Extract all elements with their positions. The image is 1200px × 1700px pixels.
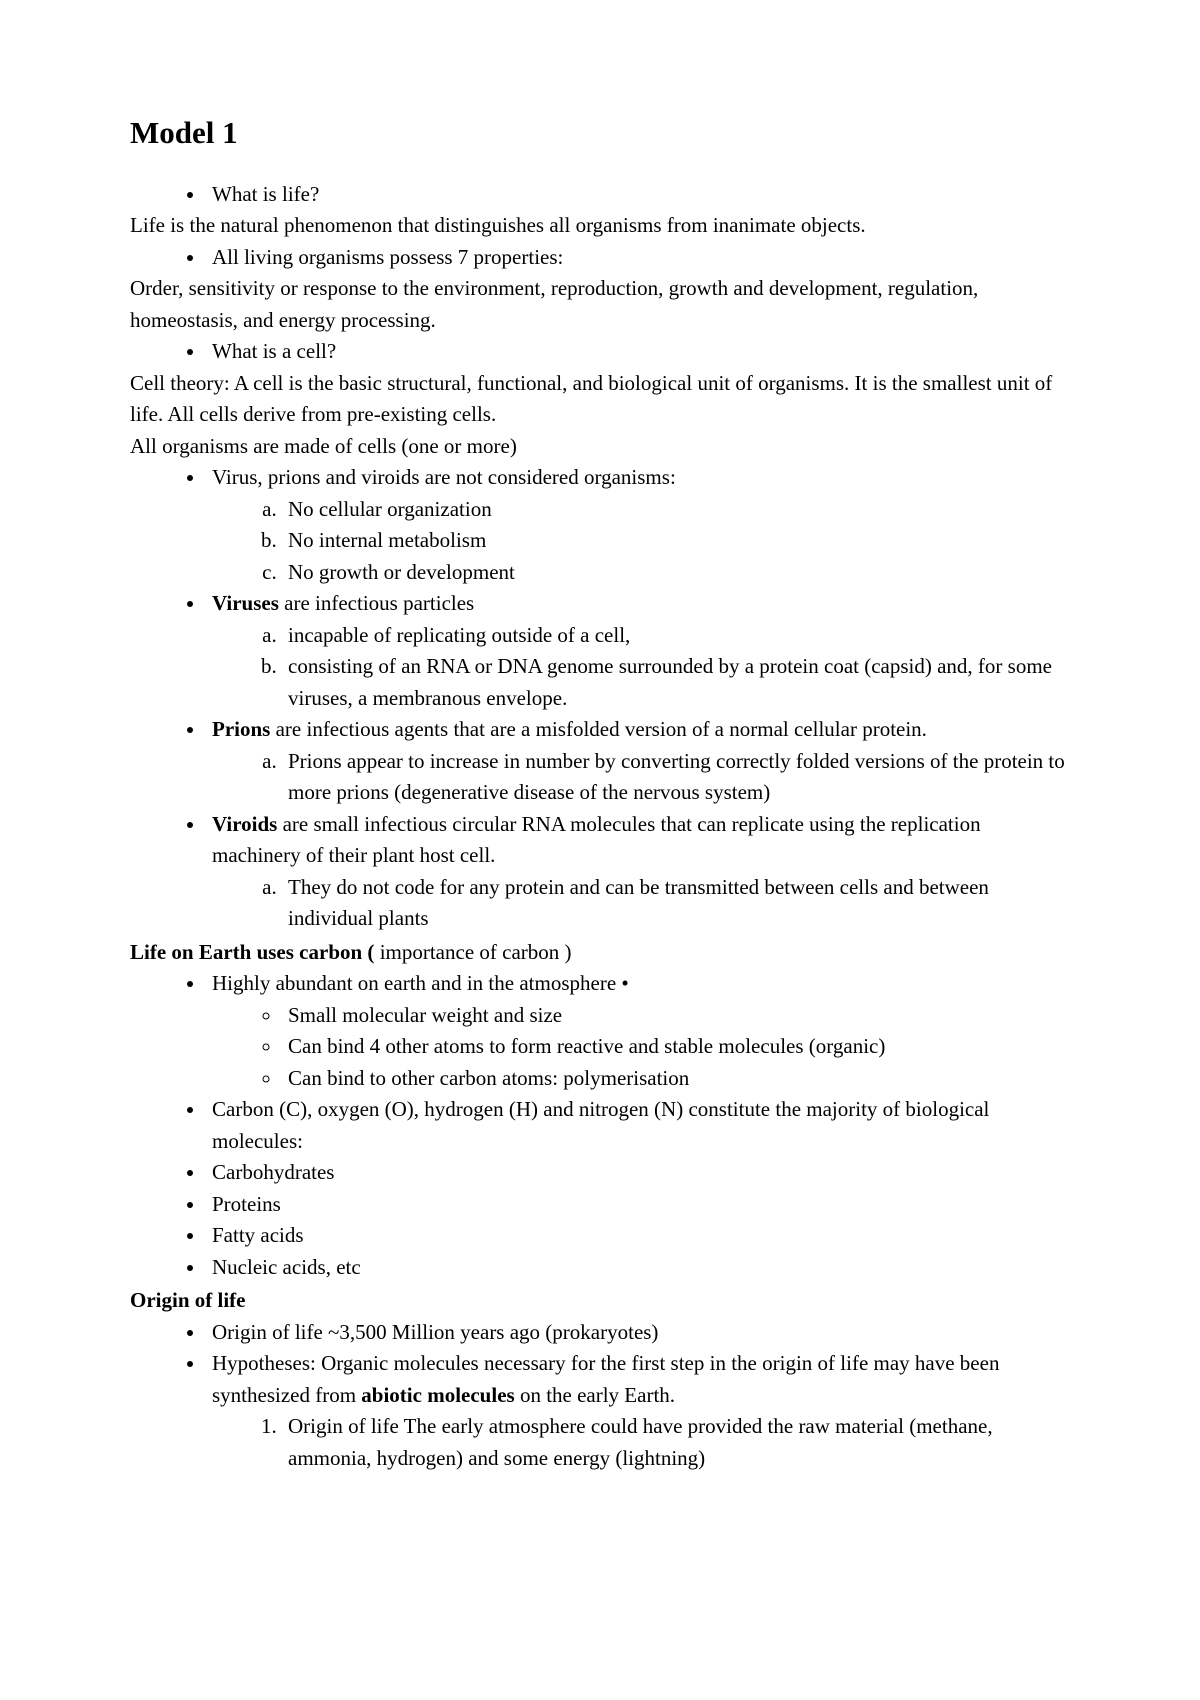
bullet-list: Prions are infectious agents that are a …: [130, 714, 1070, 746]
bullet-list: What is a cell?: [130, 336, 1070, 368]
bullet-list: Viruses are infectious particles: [130, 588, 1070, 620]
list-item: Can bind 4 other atoms to form reactive …: [282, 1031, 1070, 1063]
prions-rest: are infectious agents that are a misfold…: [270, 717, 927, 741]
life-definition: Life is the natural phenomenon that dist…: [130, 210, 1070, 242]
list-item: No growth or development: [282, 557, 1070, 589]
list-item: No cellular organization: [282, 494, 1070, 526]
bio-nucleic-acids: Nucleic acids, etc: [206, 1252, 1070, 1284]
carbon-sub-list: Small molecular weight and size Can bind…: [206, 1000, 1070, 1095]
carbon-heading: Life on Earth uses carbon ( importance o…: [130, 937, 1070, 969]
list-item: Can bind to other carbon atoms: polymeri…: [282, 1063, 1070, 1095]
prions-bold: Prions: [212, 717, 270, 741]
cell-theory: Cell theory: A cell is the basic structu…: [130, 368, 1070, 431]
props7-body: Order, sensitivity or response to the en…: [130, 273, 1070, 336]
list-item: Small molecular weight and size: [282, 1000, 1070, 1032]
viruses-bold: Viruses: [212, 591, 279, 615]
props7-label: All living organisms possess 7 propertie…: [206, 242, 1070, 274]
bio-proteins: Proteins: [206, 1189, 1070, 1221]
q-cell: What is a cell?: [206, 336, 1070, 368]
list-item: consisting of an RNA or DNA genome surro…: [282, 651, 1070, 714]
viroids-label: Viroids are small infectious circular RN…: [206, 809, 1070, 872]
list-item: incapable of replicating outside of a ce…: [282, 620, 1070, 652]
q-life: What is life?: [206, 179, 1070, 211]
carbon-heading-bold: Life on Earth uses carbon (: [130, 940, 374, 964]
list-item: Prions appear to increase in number by c…: [282, 746, 1070, 809]
bio-fatty-acids: Fatty acids: [206, 1220, 1070, 1252]
cohn: Carbon (C), oxygen (O), hydrogen (H) and…: [206, 1094, 1070, 1157]
list-item: They do not code for any protein and can…: [282, 872, 1070, 935]
bullet-list: Viroids are small infectious circular RN…: [130, 809, 1070, 872]
viruses-list: incapable of replicating outside of a ce…: [206, 620, 1070, 715]
viruses-label: Viruses are infectious particles: [206, 588, 1070, 620]
origin-heading: Origin of life: [130, 1285, 1070, 1317]
origin-2: Hypotheses: Organic molecules necessary …: [206, 1348, 1070, 1411]
prions-list: Prions appear to increase in number by c…: [206, 746, 1070, 809]
origin-2-post: on the early Earth.: [515, 1383, 675, 1407]
not-orgs-label: Virus, prions and viroids are not consid…: [206, 462, 1070, 494]
viroids-rest: are small infectious circular RNA molecu…: [212, 812, 981, 868]
cell-all-orgs: All organisms are made of cells (one or …: [130, 431, 1070, 463]
carbon-heading-rest: importance of carbon ): [374, 940, 571, 964]
doc-title: Model 1: [130, 110, 1070, 157]
list-item: Origin of life The early atmosphere coul…: [282, 1411, 1070, 1474]
not-orgs-list: No cellular organization No internal met…: [206, 494, 1070, 589]
viroids-list: They do not code for any protein and can…: [206, 872, 1070, 935]
origin-2-bold: abiotic molecules: [361, 1383, 514, 1407]
bullet-list: Virus, prions and viroids are not consid…: [130, 462, 1070, 494]
bullet-list: Highly abundant on earth and in the atmo…: [130, 968, 1070, 1000]
viroids-bold: Viroids: [212, 812, 277, 836]
bullet-list: What is life?: [130, 179, 1070, 211]
origin-sub-list: Origin of life The early atmosphere coul…: [206, 1411, 1070, 1474]
list-item: No internal metabolism: [282, 525, 1070, 557]
bullet-list: Origin of life ~3,500 Million years ago …: [130, 1317, 1070, 1412]
viruses-rest: are infectious particles: [279, 591, 474, 615]
bullet-list: All living organisms possess 7 propertie…: [130, 242, 1070, 274]
bio-carbohydrates: Carbohydrates: [206, 1157, 1070, 1189]
origin-heading-text: Origin of life: [130, 1288, 245, 1312]
prions-label: Prions are infectious agents that are a …: [206, 714, 1070, 746]
origin-1: Origin of life ~3,500 Million years ago …: [206, 1317, 1070, 1349]
bullet-list: Carbon (C), oxygen (O), hydrogen (H) and…: [130, 1094, 1070, 1283]
carbon-first: Highly abundant on earth and in the atmo…: [206, 968, 1070, 1000]
